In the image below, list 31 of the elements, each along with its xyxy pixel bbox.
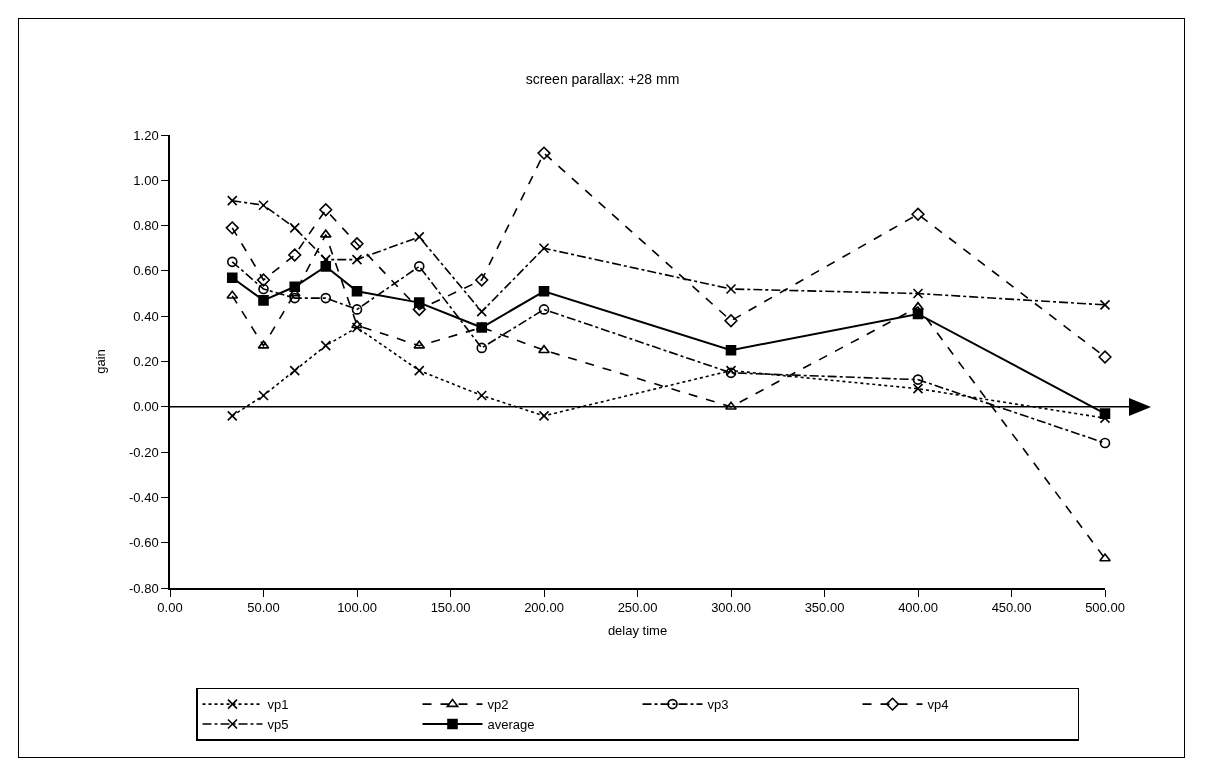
x-tick-label: 200.00 xyxy=(524,600,564,616)
legend-label: vp2 xyxy=(487,697,509,713)
legend-label: vp3 xyxy=(707,697,729,713)
legend-label: vp1 xyxy=(267,697,289,713)
x-tick-label: 100.00 xyxy=(337,600,377,616)
x-tick-label: 400.00 xyxy=(898,600,938,616)
y-tick-label: -0.40 xyxy=(129,489,159,505)
legend-label: average xyxy=(487,717,535,733)
y-tick-label: -0.60 xyxy=(129,535,159,551)
x-tick-label: 450.00 xyxy=(991,600,1032,616)
y-tick-label: -0.80 xyxy=(129,580,159,596)
y-tick-label: 1.00 xyxy=(133,172,159,188)
legend-label: vp4 xyxy=(927,697,949,713)
y-tick-label: -0.20 xyxy=(129,444,159,460)
y-tick-label: 1.20 xyxy=(133,127,159,143)
x-tick-label: 250.00 xyxy=(617,600,658,616)
chart-title: screen parallax: +28 mm xyxy=(525,70,680,87)
x-tick-label: 300.00 xyxy=(711,600,751,616)
legend-label: vp5 xyxy=(267,717,289,733)
y-tick-label: 0.40 xyxy=(133,308,159,324)
x-tick-label: 350.00 xyxy=(804,600,845,616)
y-tick-label: 0.00 xyxy=(133,399,159,415)
y-axis-title: gain xyxy=(93,349,109,374)
x-axis-title: delay time xyxy=(607,623,668,639)
x-tick-label: 0.00 xyxy=(157,600,183,616)
y-tick-label: 0.60 xyxy=(133,263,159,279)
y-tick-label: 0.80 xyxy=(133,218,159,234)
y-tick-label: 0.20 xyxy=(133,354,159,370)
x-tick-label: 50.00 xyxy=(247,600,280,616)
x-tick-label: 150.00 xyxy=(430,600,471,616)
x-tick-label: 500.00 xyxy=(1085,600,1125,616)
